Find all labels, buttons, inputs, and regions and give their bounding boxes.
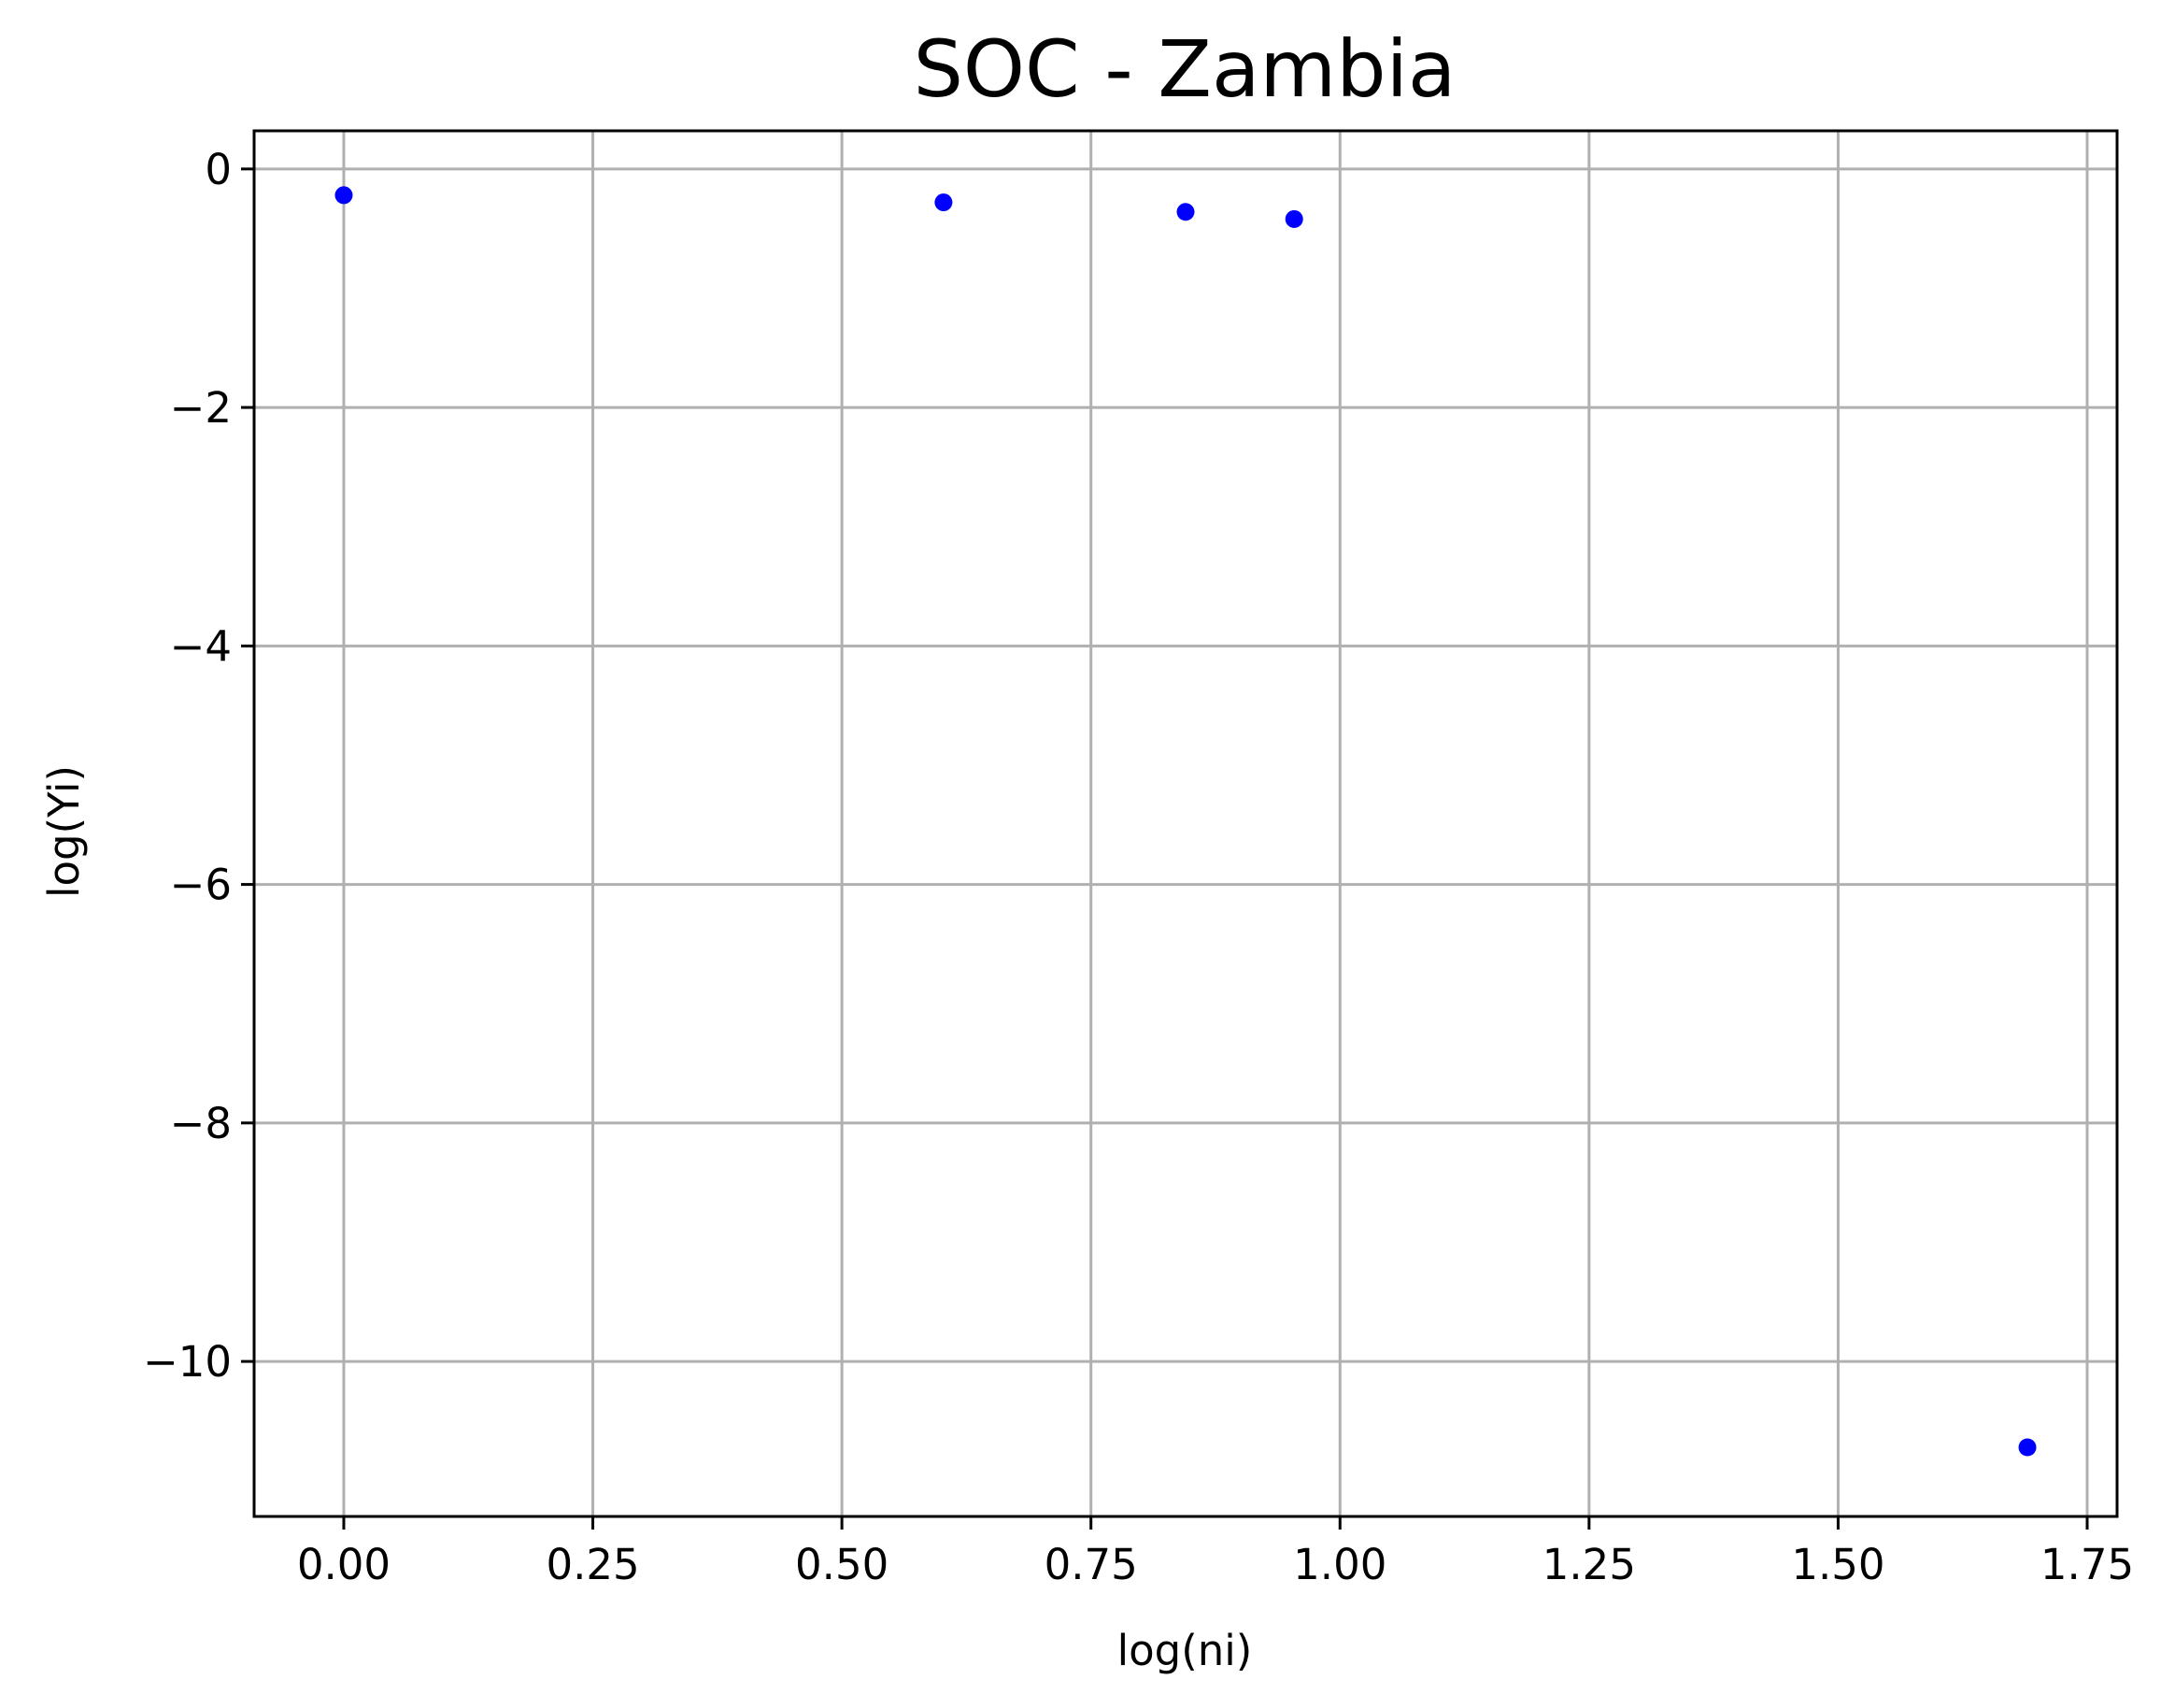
x-tick-label: 1.50 [1791,1540,1884,1589]
data-point [334,186,353,205]
y-tick-label: −4 [170,621,232,671]
y-tick-label: 0 [205,145,232,194]
x-tick-label: 1.75 [2040,1540,2134,1589]
chart-title: SOC - Zambia [914,23,1457,115]
x-tick-label: 0.00 [297,1540,391,1589]
y-tick-label: −10 [143,1337,232,1387]
x-tick-label: 1.00 [1293,1540,1386,1589]
grid-lines [254,131,2117,1516]
x-tick-label: 1.25 [1542,1540,1636,1589]
data-point [2018,1438,2037,1457]
data-point [1285,209,1303,228]
data-points [334,186,2037,1457]
x-tick-label: 0.75 [1045,1540,1138,1589]
y-tick-label: −2 [170,383,232,433]
y-tick-label: −6 [170,861,232,910]
data-point [934,193,953,212]
x-tick-label: 0.25 [546,1540,639,1589]
x-tick-label: 0.50 [795,1540,888,1589]
data-point [1176,203,1195,221]
y-axis-label: log(Yi) [39,765,89,898]
plot-frame [252,129,2119,1518]
axis-ticks: 0.00 0.25 0.50 0.75 1.00 1.25 1.50 1.75 0 −2 −4 −6 −… [143,145,2134,1589]
x-axis-label: log(ni) [1117,1626,1253,1675]
y-tick-label: −8 [170,1099,232,1148]
